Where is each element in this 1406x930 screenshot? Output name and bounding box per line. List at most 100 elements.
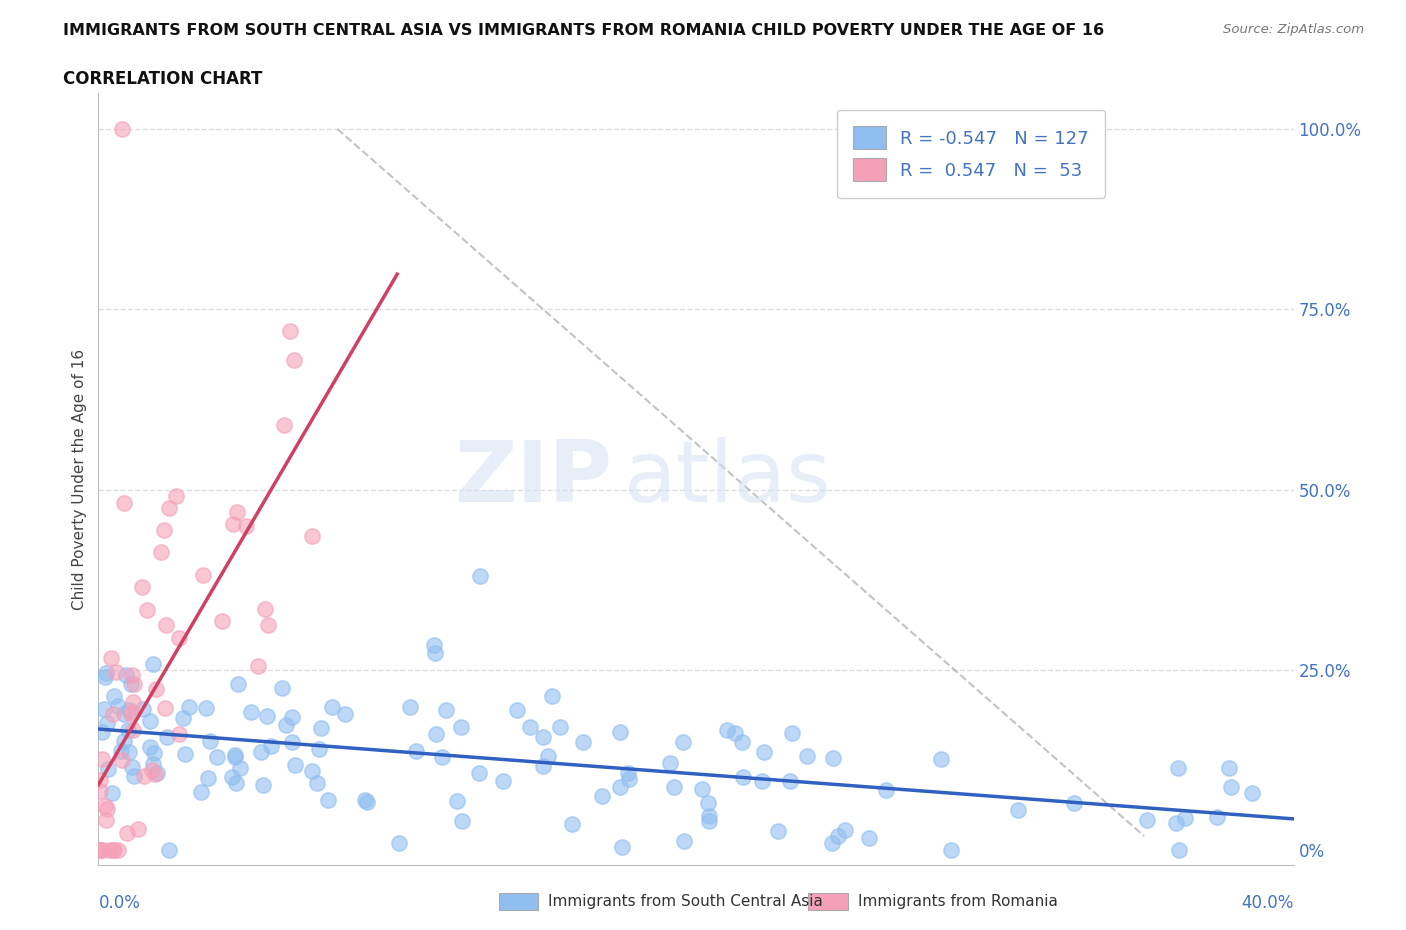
Point — [821, 836, 844, 851]
Point — [752, 744, 775, 759]
Point — [316, 792, 339, 807]
Point — [1063, 795, 1085, 810]
Legend: R = -0.547   N = 127, R =  0.547   N =  53: R = -0.547 N = 127, R = 0.547 N = 53 — [837, 110, 1105, 198]
Point — [1240, 785, 1263, 800]
Point — [122, 676, 145, 691]
Point — [211, 613, 233, 628]
Point — [89, 773, 111, 788]
Point — [450, 720, 472, 735]
Point — [405, 744, 427, 759]
Point — [111, 122, 134, 137]
Point — [311, 721, 333, 736]
Point — [468, 765, 491, 780]
Point — [112, 733, 135, 748]
Point — [301, 528, 323, 543]
Point — [117, 722, 139, 737]
Point — [155, 730, 177, 745]
Point — [111, 752, 134, 767]
Point — [609, 724, 631, 739]
Point — [91, 752, 114, 767]
Text: 40.0%: 40.0% — [1241, 894, 1294, 911]
Point — [284, 758, 307, 773]
Point — [672, 735, 695, 750]
Point — [112, 495, 135, 510]
Point — [422, 637, 444, 652]
Point — [724, 725, 747, 740]
Point — [259, 738, 281, 753]
Point — [155, 618, 177, 632]
Point — [89, 783, 111, 798]
Point — [1167, 843, 1189, 857]
Point — [121, 760, 143, 775]
Point — [1007, 803, 1029, 817]
Point — [468, 569, 491, 584]
Point — [697, 808, 720, 823]
Point — [256, 618, 278, 632]
Point — [388, 835, 411, 850]
Point — [139, 714, 162, 729]
Point — [827, 828, 849, 843]
Point — [93, 701, 115, 716]
Point — [271, 681, 294, 696]
Point — [141, 762, 163, 777]
Point — [697, 796, 720, 811]
Point — [659, 755, 682, 770]
Point — [305, 776, 328, 790]
Point — [145, 682, 167, 697]
Point — [167, 726, 190, 741]
Point — [941, 843, 963, 857]
Point — [1136, 812, 1159, 827]
Point — [423, 645, 446, 660]
Point — [101, 707, 124, 722]
Point — [662, 779, 685, 794]
Point — [131, 579, 153, 594]
Point — [221, 769, 243, 784]
Point — [1205, 810, 1227, 825]
Point — [779, 774, 801, 789]
Point — [121, 704, 143, 719]
Point — [165, 488, 187, 503]
Point — [751, 774, 773, 789]
Point — [157, 843, 180, 857]
Point — [103, 688, 125, 703]
Point — [1218, 761, 1240, 776]
Point — [252, 777, 274, 792]
Point — [256, 709, 278, 724]
Point — [190, 784, 212, 799]
Point — [280, 324, 302, 339]
Point — [531, 759, 554, 774]
Point — [321, 699, 343, 714]
Point — [273, 418, 295, 432]
Point — [94, 813, 117, 828]
Point — [929, 752, 952, 767]
Point — [94, 666, 117, 681]
Text: Source: ZipAtlas.com: Source: ZipAtlas.com — [1223, 23, 1364, 36]
Point — [561, 817, 583, 831]
Point — [89, 843, 111, 857]
Point — [356, 795, 378, 810]
Point — [98, 843, 121, 857]
Point — [506, 702, 529, 717]
Point — [354, 792, 377, 807]
Text: Immigrants from Romania: Immigrants from Romania — [858, 894, 1057, 909]
Point — [224, 750, 246, 764]
Point — [101, 843, 124, 857]
Point — [1174, 811, 1197, 826]
Point — [692, 781, 714, 796]
Point — [90, 724, 112, 739]
Point — [143, 745, 166, 760]
Point — [492, 774, 515, 789]
Point — [229, 761, 252, 776]
Text: atlas: atlas — [624, 437, 832, 521]
Point — [1167, 761, 1189, 776]
Point — [249, 745, 271, 760]
Point — [127, 821, 149, 836]
Point — [766, 823, 789, 838]
Point — [94, 670, 117, 684]
Point — [197, 771, 219, 786]
Text: CORRELATION CHART: CORRELATION CHART — [63, 70, 263, 87]
Point — [672, 834, 695, 849]
Text: Immigrants from South Central Asia: Immigrants from South Central Asia — [548, 894, 824, 909]
Point — [93, 798, 115, 813]
Point — [104, 665, 127, 680]
